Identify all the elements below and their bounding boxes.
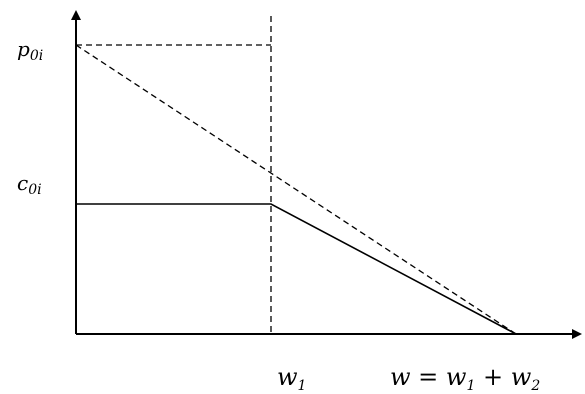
label-p0i: p0i — [17, 37, 43, 64]
price-dashed-diagonal — [75, 44, 517, 335]
label-c0i: c0i — [17, 171, 42, 198]
label-w-total: w = w1 + w2 — [390, 363, 540, 394]
cost-curve — [76, 203, 517, 335]
label-w1: w1 — [277, 363, 306, 394]
